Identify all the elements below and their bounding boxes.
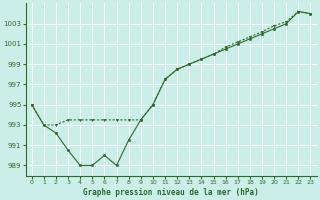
X-axis label: Graphe pression niveau de la mer (hPa): Graphe pression niveau de la mer (hPa) [83, 188, 259, 197]
